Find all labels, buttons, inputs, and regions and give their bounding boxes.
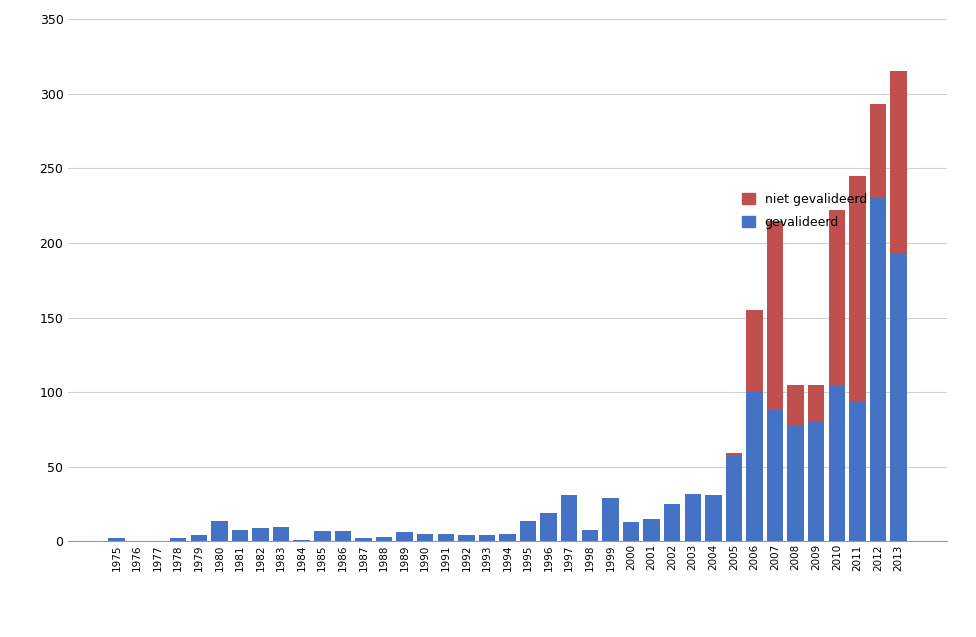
Bar bbox=[190, 536, 207, 541]
Bar bbox=[747, 392, 762, 541]
Bar bbox=[767, 220, 784, 410]
Bar bbox=[520, 520, 537, 541]
Bar bbox=[870, 198, 886, 541]
Bar bbox=[849, 401, 866, 541]
Bar bbox=[726, 454, 742, 456]
Bar bbox=[211, 520, 227, 541]
Legend: niet gevalideerd, gevalideerd: niet gevalideerd, gevalideerd bbox=[742, 192, 867, 229]
Bar bbox=[335, 531, 351, 541]
Bar bbox=[355, 538, 372, 541]
Bar bbox=[747, 310, 762, 392]
Bar bbox=[829, 210, 845, 385]
Bar bbox=[726, 456, 742, 541]
Bar bbox=[643, 519, 660, 541]
Bar bbox=[788, 385, 804, 425]
Bar bbox=[273, 527, 289, 541]
Bar bbox=[478, 536, 495, 541]
Bar bbox=[705, 495, 721, 541]
Bar bbox=[808, 385, 825, 420]
Bar bbox=[808, 420, 825, 541]
Bar bbox=[417, 534, 433, 541]
Bar bbox=[561, 495, 578, 541]
Bar bbox=[890, 254, 907, 541]
Bar bbox=[582, 529, 598, 541]
Bar bbox=[108, 538, 125, 541]
Bar bbox=[437, 534, 454, 541]
Bar bbox=[500, 534, 515, 541]
Bar bbox=[541, 513, 557, 541]
Bar bbox=[458, 536, 474, 541]
Bar bbox=[684, 494, 701, 541]
Bar bbox=[788, 425, 804, 541]
Bar bbox=[602, 498, 619, 541]
Bar bbox=[890, 71, 907, 254]
Bar bbox=[170, 538, 186, 541]
Bar bbox=[664, 504, 680, 541]
Bar bbox=[231, 529, 248, 541]
Bar bbox=[829, 385, 845, 541]
Bar bbox=[623, 522, 639, 541]
Bar bbox=[294, 540, 310, 541]
Bar bbox=[870, 104, 886, 198]
Bar bbox=[849, 176, 866, 401]
Bar bbox=[767, 410, 784, 541]
Bar bbox=[396, 533, 413, 541]
Bar bbox=[253, 528, 268, 541]
Bar bbox=[376, 537, 392, 541]
Bar bbox=[314, 531, 331, 541]
